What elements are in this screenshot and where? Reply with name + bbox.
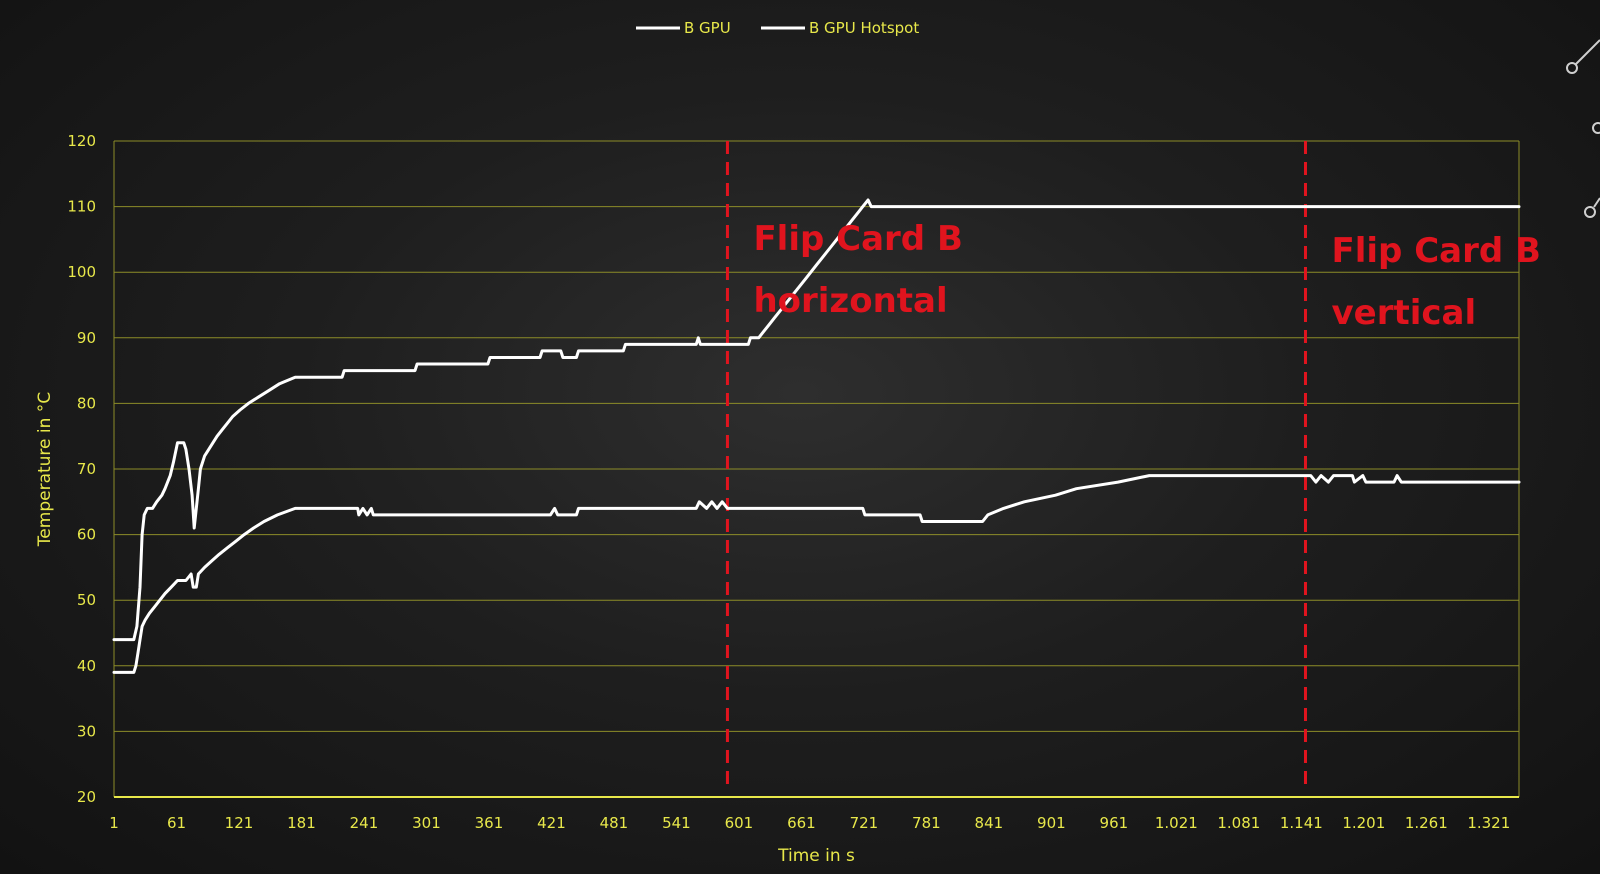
legend-label: B GPU Hotspot: [809, 19, 919, 37]
x-tick-label: 421: [537, 814, 566, 832]
y-tick-label: 60: [77, 526, 96, 544]
x-tick-label: 361: [475, 814, 504, 832]
legend-label: B GPU: [684, 19, 731, 37]
x-tick-label: 1.081: [1217, 814, 1260, 832]
y-tick-label: 120: [67, 132, 96, 150]
x-axis-title: Time in s: [777, 846, 855, 866]
x-tick-label: 1: [109, 814, 119, 832]
x-tick-label: 121: [225, 814, 254, 832]
x-tick-label: 1.321: [1467, 814, 1510, 832]
y-axis-title: Temperature in °C: [35, 392, 55, 547]
x-tick-label: 601: [725, 814, 754, 832]
x-tick-label: 661: [787, 814, 816, 832]
link-icon: [1566, 39, 1600, 74]
y-tick-label: 70: [77, 460, 96, 478]
x-tick-label: 181: [287, 814, 316, 832]
x-tick-label: 301: [412, 814, 441, 832]
x-tick-label: 541: [662, 814, 691, 832]
link-icon: [1584, 197, 1600, 218]
x-tick-label: 901: [1037, 814, 1066, 832]
y-tick-label: 30: [77, 722, 96, 740]
y-tick-label: 80: [77, 394, 96, 412]
x-tick-label: 721: [850, 814, 879, 832]
annotation-label: Flip Card B: [1331, 231, 1540, 271]
annotation-label: horizontal: [753, 281, 947, 321]
x-tick-label: 241: [350, 814, 379, 832]
x-tick-label: 481: [600, 814, 629, 832]
series-line: [112, 474, 1521, 674]
y-tick-label: 100: [67, 263, 96, 281]
x-tick-label: 841: [975, 814, 1004, 832]
y-tick-label: 20: [77, 788, 96, 806]
annotation-label: Flip Card B: [753, 219, 962, 259]
y-tick-label: 40: [77, 657, 96, 675]
series-line: [112, 198, 1521, 642]
x-tick-label: 961: [1100, 814, 1129, 832]
x-tick-label: 1.141: [1280, 814, 1323, 832]
y-tick-label: 90: [77, 329, 96, 347]
x-tick-label: 61: [167, 814, 186, 832]
x-tick-label: 1.021: [1155, 814, 1198, 832]
y-tick-label: 50: [77, 591, 96, 609]
link-icon: [1592, 122, 1600, 134]
x-tick-label: 1.201: [1342, 814, 1385, 832]
y-tick-label: 110: [67, 198, 96, 216]
x-tick-label: 781: [912, 814, 941, 832]
annotation-label: vertical: [1331, 293, 1476, 333]
x-tick-label: 1.261: [1405, 814, 1448, 832]
